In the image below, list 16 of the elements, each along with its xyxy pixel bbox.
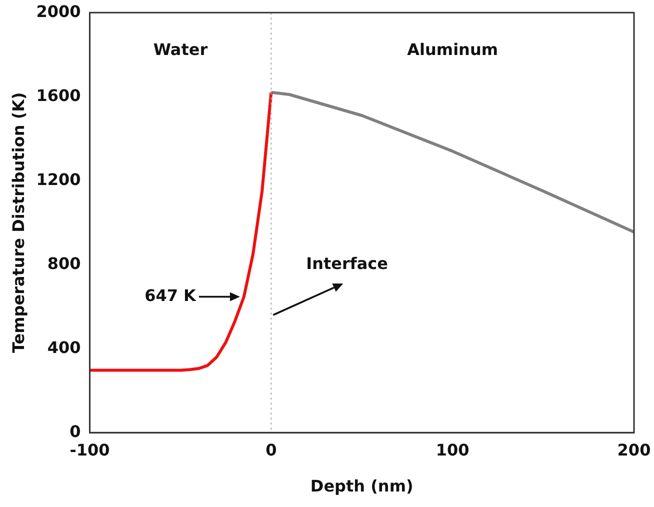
y-tick-label: 1600 [36,86,81,105]
x-tick-label: 0 [266,440,277,460]
y-tick-label: 2000 [36,2,81,21]
annotation: Aluminum [407,40,498,59]
x-tick-label: -100 [70,440,110,460]
y-tick-label: 1200 [36,170,81,189]
y-tick-label: 0 [70,422,81,441]
annotation: 647 K [144,286,197,305]
x-tick-label: 100 [436,440,470,460]
y-tick-label: 400 [47,338,81,357]
annotation: Water [153,40,208,59]
y-axis-title: Temperature Distribution (K) [8,92,28,354]
ref-line-label: Interface [306,254,388,273]
y-tick-label: 800 [47,254,81,273]
x-tick-label: 200 [617,440,651,460]
x-axis-title: Depth (nm) [310,476,414,496]
